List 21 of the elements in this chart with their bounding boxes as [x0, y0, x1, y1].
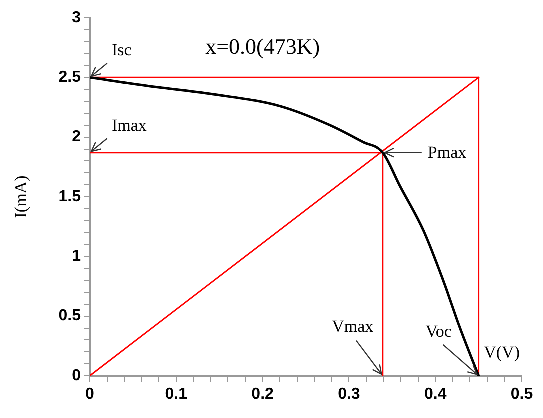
x-tick-label: 0.2	[252, 386, 274, 404]
y-tick-label: 0	[72, 367, 82, 384]
x-tick-label: 0.5	[510, 386, 534, 404]
x-tick-label: 0.4	[424, 386, 447, 404]
y-tick-label: 1	[72, 248, 82, 266]
y-tick-label: 1.5	[58, 188, 82, 206]
x-axis-title: V(V)	[484, 342, 520, 362]
y-tick-label: 2.5	[58, 69, 82, 86]
annotation: Pmax	[428, 142, 468, 162]
text: x=0.0(473K)	[206, 34, 320, 59]
y-tick-label: 0.5	[58, 308, 82, 325]
annotation: Imax	[112, 116, 148, 135]
y-axis-title: I(mA)	[12, 176, 31, 218]
x-tick-label: 0.1	[165, 386, 188, 404]
annotation: Voc	[426, 322, 452, 341]
annotation: Isc	[112, 40, 132, 60]
x-tick-label: 0	[86, 386, 95, 404]
y-tick-label: 3	[72, 9, 82, 26]
x-tick-label: 0.3	[338, 386, 360, 404]
annotation: Vmax	[332, 316, 374, 336]
y-tick-label: 2	[72, 128, 82, 146]
